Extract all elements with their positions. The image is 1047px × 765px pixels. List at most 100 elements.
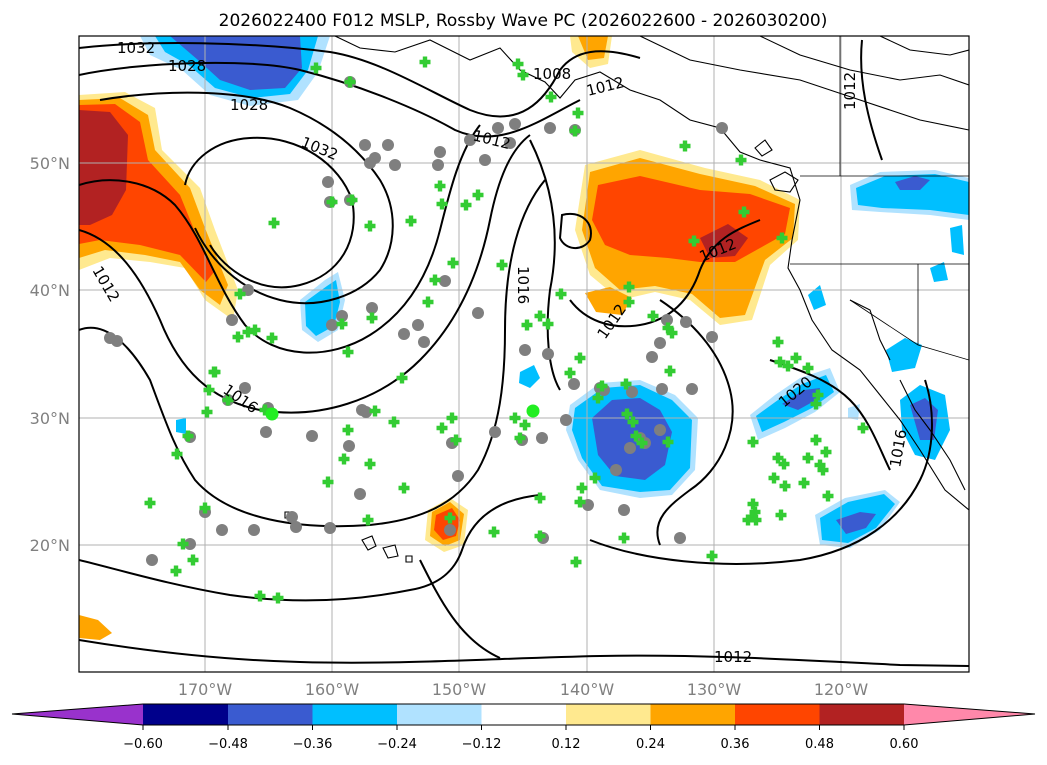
station-cross-marker [534, 310, 546, 322]
station-cross-marker [170, 565, 182, 577]
station-cross-marker [338, 453, 350, 465]
isobars [79, 39, 969, 667]
station-circle-marker [479, 154, 491, 166]
map-frame [78, 35, 970, 673]
positive-anomaly-small [585, 287, 632, 315]
isobar-label: 1028 [168, 57, 206, 75]
station-cross-marker [817, 464, 829, 476]
station-cross-marker [447, 257, 459, 269]
station-cross-marker [574, 352, 586, 364]
latitude-label: 50°N [30, 154, 70, 173]
station-circle-marker [536, 432, 548, 444]
station-circle-marker [544, 122, 556, 134]
station-circle-marker [656, 383, 668, 395]
longitude-label: 140°W [560, 680, 615, 699]
station-dot-marker [526, 404, 540, 418]
station-cross-marker [774, 356, 786, 368]
station-cross-marker [592, 392, 604, 404]
station-circle-marker [654, 337, 666, 349]
station-circle-marker [324, 522, 336, 534]
station-cross-marker [259, 404, 271, 416]
colorbar-segment [819, 704, 904, 725]
station-circle-marker [624, 442, 636, 454]
station-circle-marker [654, 424, 666, 436]
colorbar-extend-low [12, 704, 143, 725]
colorbar: −0.60 −0.48 −0.36 −0.24 −0.12 0.12 0.24 … [11, 703, 1036, 752]
station-circle-marker [412, 319, 424, 331]
station-circle-marker [674, 532, 686, 544]
station-cross-marker [519, 419, 531, 431]
station-cross-marker [747, 436, 759, 448]
isobar-label: 1016 [514, 266, 532, 304]
station-circle-marker [680, 316, 692, 328]
isobar-label: 1008 [533, 65, 571, 83]
station-cross-marker [820, 446, 832, 458]
station-circle-marker [560, 414, 572, 426]
station-cross-marker [812, 389, 824, 401]
station-circle-marker [146, 554, 158, 566]
colorbar-tick-label: −0.48 [208, 737, 248, 752]
station-cross-marker [569, 125, 581, 137]
station-cross-marker [366, 312, 378, 324]
station-cross-marker [790, 352, 802, 364]
station-circle-marker [336, 310, 348, 322]
station-cross-marker [436, 422, 448, 434]
station-cross-marker [768, 472, 780, 484]
negative-anomaly-east [782, 388, 820, 410]
station-cross-marker [596, 380, 608, 392]
colorbar-tick-label: 0.60 [890, 737, 919, 752]
latitude-label: 40°N [30, 281, 70, 300]
station-cross-marker [647, 310, 659, 322]
station-cross-marker [171, 448, 183, 460]
station-cross-marker [779, 480, 791, 492]
station-cross-marker [517, 69, 529, 81]
colorbar-tick-label: 0.24 [636, 737, 665, 752]
station-cross-marker [620, 378, 632, 390]
station-circle-marker [260, 426, 272, 438]
station-cross-marker [419, 56, 431, 68]
station-cross-marker [450, 434, 462, 446]
station-circle-marker [343, 440, 355, 452]
station-cross-marker [534, 530, 546, 542]
station-cross-marker [436, 198, 448, 210]
negative-anomaly-northeast [856, 174, 969, 215]
station-cross-marker [187, 554, 199, 566]
station-cross-marker [666, 327, 678, 339]
station-circle-marker [686, 383, 698, 395]
station-cross-marker [144, 497, 156, 509]
positive-anomaly-west [79, 110, 128, 225]
station-cross-marker [342, 424, 354, 436]
isobar-label: 1012 [841, 72, 859, 110]
station-cross-marker [662, 436, 674, 448]
station-circle-marker [360, 406, 372, 418]
station-cross-marker [182, 430, 194, 442]
station-cross-marker [810, 398, 822, 410]
colorbar-tick-label: −0.24 [377, 737, 417, 752]
station-cross-marker [772, 336, 784, 348]
negative-anomaly-land [930, 262, 948, 282]
colorbar-segment [650, 704, 735, 725]
colorbar-ticks [142, 725, 905, 730]
station-cross-marker [662, 322, 674, 334]
positive-anomaly-southwest [79, 615, 112, 640]
station-cross-marker [798, 477, 810, 489]
station-circle-marker [354, 488, 366, 500]
station-circle-marker [716, 122, 728, 134]
negative-anomaly-small [519, 365, 540, 388]
station-cross-marker [234, 288, 246, 300]
station-cross-marker [509, 412, 521, 424]
station-circle-marker [286, 511, 298, 523]
colorbar-tick-label: −0.36 [293, 737, 333, 752]
station-cross-marker [201, 406, 213, 418]
station-circle-marker [290, 521, 302, 533]
station-cross-marker [266, 332, 278, 344]
station-cross-marker [177, 538, 189, 550]
station-circle-marker [366, 302, 378, 314]
station-circle-marker [489, 426, 501, 438]
station-dot-marker [265, 407, 279, 421]
colorbar-segment [228, 704, 313, 725]
station-circle-marker [322, 176, 334, 188]
station-cross-marker [576, 482, 588, 494]
station-cross-marker [310, 62, 322, 74]
